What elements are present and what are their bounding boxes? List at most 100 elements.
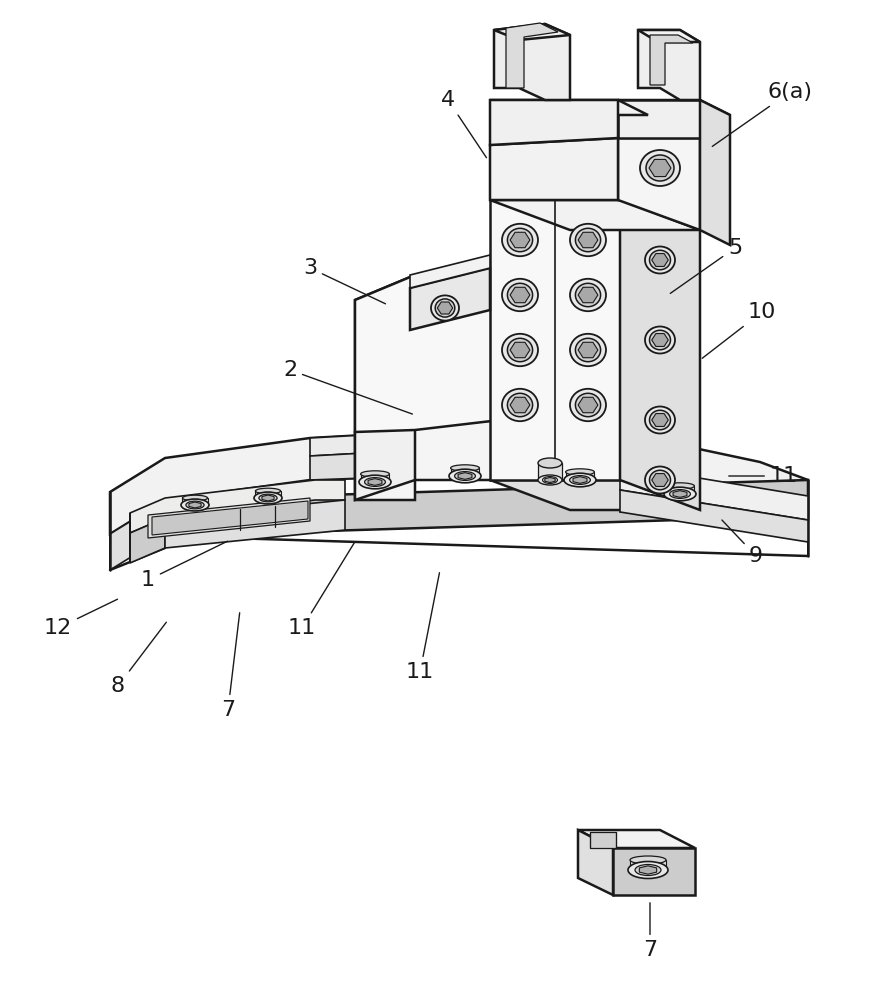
Ellipse shape xyxy=(259,494,277,502)
Polygon shape xyxy=(538,463,562,480)
Ellipse shape xyxy=(578,335,599,340)
Polygon shape xyxy=(360,474,390,482)
Ellipse shape xyxy=(543,477,557,484)
Polygon shape xyxy=(651,254,668,266)
Polygon shape xyxy=(189,502,201,508)
Polygon shape xyxy=(410,255,490,288)
Polygon shape xyxy=(618,100,700,138)
Polygon shape xyxy=(578,337,599,350)
Ellipse shape xyxy=(628,861,668,879)
Polygon shape xyxy=(490,100,618,145)
Ellipse shape xyxy=(651,467,669,472)
Ellipse shape xyxy=(646,155,674,181)
Polygon shape xyxy=(490,138,618,200)
Polygon shape xyxy=(620,490,808,542)
Ellipse shape xyxy=(645,466,675,493)
Polygon shape xyxy=(437,298,453,308)
Ellipse shape xyxy=(578,390,599,395)
Text: 11: 11 xyxy=(729,466,798,486)
Polygon shape xyxy=(578,287,598,303)
Ellipse shape xyxy=(502,279,538,311)
Ellipse shape xyxy=(507,393,532,417)
Ellipse shape xyxy=(648,151,672,157)
Ellipse shape xyxy=(651,247,669,252)
Polygon shape xyxy=(510,287,530,303)
Ellipse shape xyxy=(576,338,601,362)
Polygon shape xyxy=(545,477,555,483)
Polygon shape xyxy=(590,832,616,848)
Polygon shape xyxy=(110,500,165,570)
Polygon shape xyxy=(148,498,310,538)
Polygon shape xyxy=(651,470,669,480)
Polygon shape xyxy=(355,420,500,500)
Polygon shape xyxy=(618,100,730,115)
Polygon shape xyxy=(368,479,382,485)
Polygon shape xyxy=(509,227,530,240)
Ellipse shape xyxy=(640,150,680,186)
Ellipse shape xyxy=(360,471,390,477)
Ellipse shape xyxy=(570,476,590,484)
Ellipse shape xyxy=(651,327,669,332)
Polygon shape xyxy=(651,249,669,260)
Ellipse shape xyxy=(437,296,453,300)
Polygon shape xyxy=(152,501,308,535)
Polygon shape xyxy=(651,334,668,346)
Ellipse shape xyxy=(578,225,599,230)
Text: 9: 9 xyxy=(722,520,763,566)
Polygon shape xyxy=(650,35,693,85)
Polygon shape xyxy=(310,432,420,456)
Text: 11: 11 xyxy=(406,573,440,682)
Polygon shape xyxy=(182,498,207,505)
Text: 10: 10 xyxy=(702,302,776,358)
Polygon shape xyxy=(509,392,530,405)
Polygon shape xyxy=(450,468,480,476)
Ellipse shape xyxy=(435,299,455,317)
Ellipse shape xyxy=(538,458,562,468)
Polygon shape xyxy=(618,138,700,230)
Ellipse shape xyxy=(664,487,696,501)
Ellipse shape xyxy=(431,295,459,321)
Polygon shape xyxy=(410,268,490,330)
Polygon shape xyxy=(651,474,668,486)
Ellipse shape xyxy=(507,338,532,362)
Text: 7: 7 xyxy=(643,903,657,960)
Polygon shape xyxy=(355,275,415,500)
Polygon shape xyxy=(648,154,672,168)
Ellipse shape xyxy=(645,246,675,273)
Ellipse shape xyxy=(570,224,606,256)
Ellipse shape xyxy=(570,334,606,366)
Ellipse shape xyxy=(645,326,675,354)
Ellipse shape xyxy=(576,393,601,417)
Polygon shape xyxy=(490,100,648,115)
Polygon shape xyxy=(638,30,700,42)
Ellipse shape xyxy=(645,406,675,434)
Ellipse shape xyxy=(186,501,204,509)
Text: 12: 12 xyxy=(44,599,117,638)
Polygon shape xyxy=(578,830,695,848)
Polygon shape xyxy=(165,480,808,536)
Polygon shape xyxy=(578,227,599,240)
Ellipse shape xyxy=(359,475,391,489)
Ellipse shape xyxy=(502,389,538,421)
Ellipse shape xyxy=(666,483,694,489)
Ellipse shape xyxy=(181,499,209,511)
Polygon shape xyxy=(620,465,808,520)
Ellipse shape xyxy=(570,389,606,421)
Ellipse shape xyxy=(650,330,670,350)
Text: 5: 5 xyxy=(670,238,742,293)
Ellipse shape xyxy=(570,279,606,311)
Polygon shape xyxy=(649,159,671,177)
Polygon shape xyxy=(613,848,695,895)
Polygon shape xyxy=(490,200,700,230)
Ellipse shape xyxy=(509,390,530,395)
Ellipse shape xyxy=(566,469,595,475)
Polygon shape xyxy=(630,860,666,870)
Ellipse shape xyxy=(578,280,599,285)
Ellipse shape xyxy=(449,469,481,483)
Text: 11: 11 xyxy=(287,542,354,638)
Polygon shape xyxy=(490,480,700,510)
Ellipse shape xyxy=(538,475,562,485)
Polygon shape xyxy=(510,342,530,358)
Polygon shape xyxy=(509,282,530,295)
Polygon shape xyxy=(578,830,613,895)
